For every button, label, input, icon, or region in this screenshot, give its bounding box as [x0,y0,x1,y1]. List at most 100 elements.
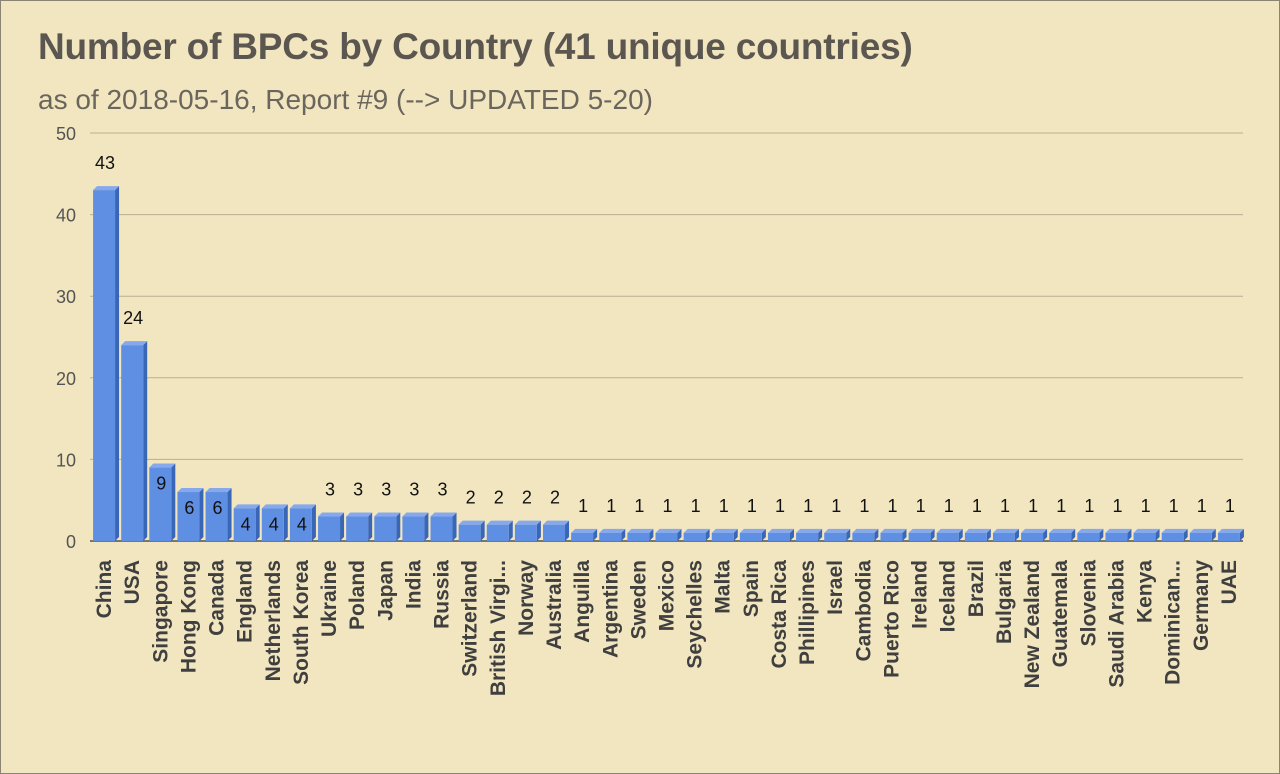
data-label: 1 [859,496,869,516]
bar [880,528,907,541]
bar-top [543,520,570,525]
bar-side [1183,528,1188,541]
x-tick-label: Seychelles [684,560,707,669]
y-tick-label: 50 [56,124,76,144]
bar-front [430,516,453,541]
data-label: 1 [944,496,954,516]
bar-side [593,528,598,541]
bar-side [1014,528,1019,541]
bar [318,512,345,541]
data-label: 3 [409,480,419,500]
data-label: 2 [494,488,504,508]
bar-side [1071,528,1076,541]
data-label: 3 [353,480,363,500]
data-label: 1 [578,496,588,516]
bar-top [1049,528,1076,533]
bar [683,528,710,541]
bar [374,512,401,541]
bar-front [458,524,481,541]
x-tick-label: Anguilla [571,560,594,643]
bar-side [649,528,654,541]
bar-top [1021,528,1048,533]
bar-top [1077,528,1104,533]
x-tick-label: Poland [346,560,369,630]
bar [149,463,176,541]
bar-side [452,512,457,541]
bar [121,341,148,541]
x-tick-label: Israel [824,560,847,615]
bar-front [233,508,256,541]
bar-side [958,528,963,541]
x-tick-label: Hong Kong [177,560,200,673]
bar-side [1043,528,1048,541]
bar [1105,528,1132,541]
bar-top [430,512,457,517]
bar-front [796,532,819,541]
x-tick-label: Canada [206,560,229,636]
bar-front [880,532,903,541]
gridlines [90,132,1243,542]
bar-side [705,528,710,541]
bar-top [1105,528,1132,533]
bar-top [1133,528,1160,533]
bar-top [486,520,513,525]
bar-side [424,512,429,541]
x-tick-label: Iceland [937,560,960,632]
data-label: 1 [634,496,644,516]
bar [908,528,935,541]
bar-top [992,528,1019,533]
bar-side [536,520,541,541]
bar-side [311,504,316,541]
bar-front [121,345,144,541]
data-label: 1 [747,496,757,516]
data-label: 1 [775,496,785,516]
bar-side [1127,528,1132,541]
bar-top [346,512,373,517]
bar-side [1211,528,1216,541]
bar-side [761,528,766,541]
bar [964,528,991,541]
x-tick-label: Netherlands [262,560,285,681]
bar-top [880,528,907,533]
data-label: 1 [1028,496,1038,516]
bar-top [458,520,485,525]
x-tick-label: South Korea [290,560,313,685]
bar [486,520,513,541]
data-label: 2 [466,488,476,508]
bar-side [986,528,991,541]
bar-top [908,528,935,533]
data-label: 1 [1169,496,1179,516]
data-label: 1 [1056,496,1066,516]
bar-side [733,528,738,541]
bar-top [739,528,766,533]
x-tick-label: Norway [515,560,538,636]
bar-front [571,532,594,541]
data-label: 43 [95,153,115,173]
bar-side [1155,528,1160,541]
x-tick-label: Phillipines [796,560,819,665]
bar-top [149,463,176,468]
bar [430,512,457,541]
bar [93,186,120,541]
bar-front [289,508,312,541]
bar [289,504,316,541]
data-label: 1 [803,496,813,516]
x-tick-label: Russia [431,560,454,629]
bar-side [396,512,401,541]
chart-subtitle: as of 2018-05-16, Report #9 (--> UPDATED… [38,84,653,115]
x-tick-label: Japan [374,560,397,621]
bar-side [508,520,513,541]
bar [1133,528,1160,541]
bar-top [374,512,401,517]
data-label: 4 [297,514,307,534]
x-tick-label: Singapore [149,560,172,663]
bar-side [199,488,204,541]
bar-side [340,512,345,541]
bar-front [908,532,931,541]
x-tick-label: Ireland [909,560,932,629]
data-label: 3 [381,480,391,500]
bar-side [902,528,907,541]
bar-top [1189,528,1216,533]
data-label: 1 [1225,496,1235,516]
